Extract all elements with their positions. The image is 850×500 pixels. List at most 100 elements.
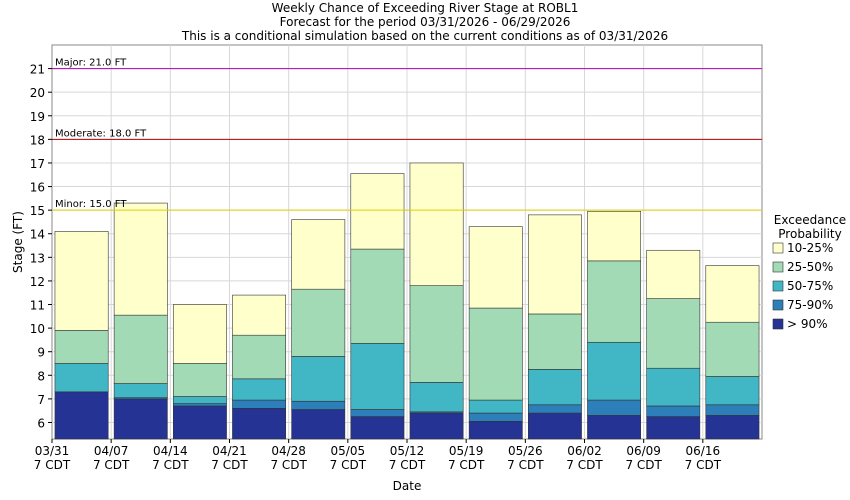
- bar-segment-25-50: [646, 298, 701, 369]
- bar-segment-gt90: [527, 412, 582, 440]
- stacked-bar: [113, 202, 168, 440]
- bar-segment-25-50: [527, 313, 582, 370]
- bar-segment-25-50: [409, 285, 464, 383]
- title-line-3: This is a conditional simulation based o…: [181, 29, 668, 43]
- x-tick-date: 04/07: [94, 444, 129, 458]
- bar-segment-10-25: [54, 231, 109, 331]
- bar-segment-50-75: [646, 367, 701, 407]
- bar-segment-gt90: [113, 398, 168, 440]
- bar-segment-75-90: [291, 400, 346, 410]
- bar-segment-50-75: [527, 369, 582, 406]
- y-tick-label: 12: [30, 275, 45, 289]
- bar-segment-10-25: [409, 162, 464, 286]
- bars: [54, 162, 760, 440]
- title-line-1: Weekly Chance of Exceeding River Stage a…: [272, 1, 579, 15]
- legend-swatch: [772, 242, 784, 254]
- title-line-2: Forecast for the period 03/31/2026 - 06/…: [280, 15, 571, 29]
- y-tick-label: 11: [30, 299, 45, 313]
- x-tick-time: 7 CDT: [566, 458, 603, 472]
- bar-segment-gt90: [291, 409, 346, 440]
- bar-segment-50-75: [113, 383, 168, 399]
- bar-segment-50-75: [350, 343, 405, 410]
- bar-segment-25-50: [587, 260, 642, 343]
- x-tick-date: 06/02: [567, 444, 602, 458]
- legend-label: 75-90%: [787, 298, 833, 312]
- x-tick-date: 05/05: [331, 444, 366, 458]
- chart-title: Weekly Chance of Exceeding River Stage a…: [181, 1, 668, 43]
- bar-segment-10-25: [172, 304, 227, 364]
- legend-title: Exceedance: [774, 213, 846, 227]
- stacked-bar: [172, 304, 227, 440]
- y-tick-label: 14: [30, 228, 45, 242]
- bar-segment-75-90: [587, 399, 642, 416]
- stacked-bar: [409, 162, 464, 440]
- stacked-bar: [587, 211, 642, 440]
- bar-segment-50-75: [54, 363, 109, 393]
- y-tick-label: 17: [30, 157, 45, 171]
- bar-segment-gt90: [587, 415, 642, 440]
- bar-segment-10-25: [646, 249, 701, 299]
- bar-segment-10-25: [705, 265, 760, 323]
- flood-levels: Major: 21.0 FT Moderate: 18.0 FT Minor: 15…: [52, 58, 762, 211]
- y-tick-label: 19: [30, 110, 45, 124]
- legend-label: 10-25%: [787, 241, 833, 255]
- x-tick-date: 03/31: [35, 444, 70, 458]
- bar-segment-10-25: [232, 294, 287, 336]
- bar-segment-75-90: [172, 403, 227, 407]
- bar-segment-gt90: [172, 405, 227, 440]
- flood-level-label: Moderate: 18.0 FT: [55, 128, 147, 139]
- bar-segment-25-50: [172, 363, 227, 397]
- y-tick-label: 15: [30, 204, 45, 218]
- x-axis-title: Date: [393, 479, 422, 493]
- y-axis-title: Stage (FT): [11, 211, 25, 273]
- x-tick-time: 7 CDT: [507, 458, 544, 472]
- x-tick-date: 04/21: [212, 444, 247, 458]
- y-axis: 6 7 8 9 10 11 12 13 14 15 16 17 18 19 20 21: [30, 63, 52, 430]
- bar-segment-25-50: [54, 330, 109, 364]
- legend-swatch: [772, 299, 784, 311]
- legend-label: 25-50%: [787, 260, 833, 274]
- bar-segment-25-50: [705, 321, 760, 377]
- bar-segment-50-75: [409, 382, 464, 413]
- legend-swatch: [772, 261, 784, 273]
- bar-segment-50-75: [232, 378, 287, 401]
- legend-swatch: [772, 318, 784, 330]
- y-tick-label: 7: [37, 393, 45, 407]
- bar-segment-75-90: [527, 404, 582, 414]
- y-tick-label: 10: [30, 322, 45, 336]
- bar-segment-10-25: [587, 211, 642, 262]
- x-tick-date: 05/19: [449, 444, 484, 458]
- bar-segment-50-75: [705, 376, 760, 406]
- x-tick-date: 05/12: [390, 444, 425, 458]
- y-tick-label: 13: [30, 251, 45, 265]
- bar-segment-75-90: [705, 404, 760, 416]
- y-tick-label: 6: [37, 416, 45, 430]
- bar-segment-gt90: [646, 416, 701, 440]
- bar-segment-25-50: [291, 288, 346, 357]
- legend-title: Probability: [778, 227, 841, 241]
- stacked-bar: [527, 214, 582, 440]
- x-tick-time: 7 CDT: [389, 458, 426, 472]
- bar-segment-50-75: [291, 356, 346, 402]
- y-tick-label: 21: [30, 63, 45, 77]
- y-tick-label: 20: [30, 86, 45, 100]
- stacked-bar: [54, 231, 109, 440]
- x-tick-time: 7 CDT: [93, 458, 130, 472]
- bar-segment-gt90: [705, 415, 760, 440]
- x-tick-time: 7 CDT: [448, 458, 485, 472]
- x-tick-time: 7 CDT: [211, 458, 248, 472]
- legend-label: > 90%: [787, 317, 828, 331]
- bar-segment-75-90: [468, 412, 523, 422]
- bar-segment-gt90: [350, 416, 405, 440]
- x-tick-time: 7 CDT: [152, 458, 189, 472]
- bar-segment-75-90: [350, 409, 405, 417]
- bar-segment-gt90: [54, 391, 109, 440]
- bar-segment-50-75: [172, 396, 227, 404]
- bar-segment-10-25: [350, 173, 405, 250]
- x-tick-time: 7 CDT: [330, 458, 367, 472]
- bar-segment-10-25: [527, 214, 582, 315]
- bar-segment-25-50: [350, 248, 405, 344]
